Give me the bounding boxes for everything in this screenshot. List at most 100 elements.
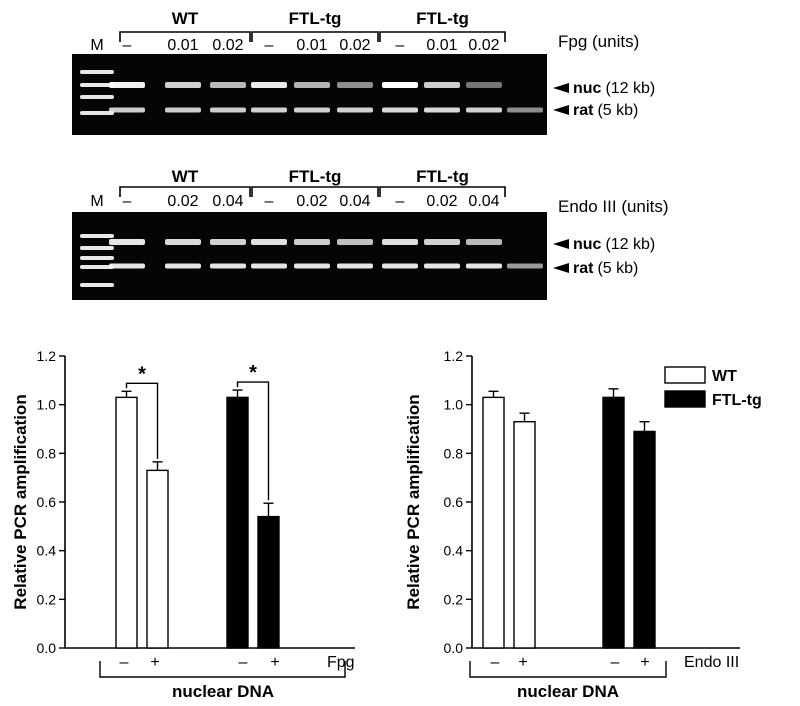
gel-nuc-band	[109, 82, 145, 88]
gel-rat-band	[294, 107, 330, 113]
gel-rat-band	[109, 263, 145, 269]
condition-group-bracket	[99, 661, 346, 678]
bar	[115, 396, 138, 649]
gel-ladder-band	[80, 265, 114, 269]
gel-rat-band	[507, 263, 543, 269]
gel-rat-band	[165, 107, 201, 113]
gel-image	[72, 212, 547, 300]
condition-label: +	[270, 654, 279, 671]
y-tick-label: 1.2	[37, 348, 57, 364]
gel-lane-label: 0.01	[167, 37, 198, 54]
gel-group-bracket	[379, 186, 506, 197]
bar	[257, 515, 280, 649]
gel-nuc-band	[165, 82, 201, 88]
gel-nuc-band	[337, 82, 373, 88]
gel-lane-label: 0.02	[212, 37, 243, 54]
band-name: nuc	[573, 236, 602, 253]
condition-label: +	[640, 654, 649, 671]
y-tick-label: 0.0	[444, 640, 464, 656]
band-name: rat	[573, 102, 594, 119]
gel-ladder-band	[80, 70, 114, 74]
band-arrow-icon	[553, 105, 569, 115]
gel-lane-label: –	[396, 193, 405, 210]
significance-star: *	[138, 363, 146, 385]
gel-lane-label: 0.01	[296, 37, 327, 54]
band-size: (12 kb)	[605, 236, 655, 253]
x-axis-title: nuclear DNA	[517, 682, 619, 701]
gel-lane-label: 0.02	[468, 37, 499, 54]
gel-lane-label: 0.04	[339, 193, 370, 210]
gel-image	[72, 54, 547, 135]
y-axis-label: Relative PCR amplification	[404, 394, 423, 609]
gel-rat-band	[109, 107, 145, 113]
gel-lane-label: –	[123, 193, 132, 210]
gel-lane-label: –	[265, 193, 274, 210]
x-axis-title: nuclear DNA	[172, 682, 274, 701]
gel-lane-label: –	[396, 37, 405, 54]
gel-rat-band	[382, 107, 418, 113]
gel-nuc-band	[466, 239, 502, 245]
bar	[482, 396, 505, 649]
bar	[602, 396, 625, 649]
gel-marker-label: M	[90, 193, 103, 210]
gel-treatment-label: Endo III (units)	[558, 197, 669, 216]
gel-group-label: FTL-tg	[289, 9, 342, 28]
gel-rat-band	[507, 107, 543, 113]
significance-bracket	[125, 382, 159, 459]
band-label: rat (5 kb)	[573, 260, 638, 277]
bar	[146, 469, 169, 649]
band-arrow-icon	[553, 83, 569, 93]
gel-rat-band	[294, 263, 330, 269]
gel-rat-band	[466, 263, 502, 269]
band-label: nuc (12 kb)	[573, 236, 655, 253]
gel-lane-label: –	[265, 37, 274, 54]
significance-star: *	[249, 362, 257, 384]
y-tick-label: 0.2	[37, 591, 57, 607]
gel-treatment-label: Fpg (units)	[558, 32, 639, 51]
gel-group-label: FTL-tg	[416, 9, 469, 28]
bar-chart-2: 0.0 0.2 0.4 0.6 0.8 1.0 1.2 Relative PCR amplif…	[404, 348, 740, 701]
band-name: rat	[573, 260, 594, 277]
gel-nuc-band	[466, 82, 502, 88]
band-arrow-icon	[553, 263, 569, 273]
gel-group-bracket	[251, 31, 379, 42]
gel-ladder-band	[80, 95, 114, 99]
gel-ladder-band	[80, 283, 114, 287]
legend-label: WT	[712, 368, 737, 385]
gel-ladder-band	[80, 246, 114, 250]
y-tick-label: 0.8	[37, 445, 57, 461]
y-tick-label: 0.4	[37, 543, 57, 559]
gel-rat-band	[466, 107, 502, 113]
y-axis-label: Relative PCR amplification	[11, 394, 30, 609]
gel-panel-1: WT FTL-tg FTL-tg M – 0.01 0.02 – 0.01 0.02 – 0.01 0.…	[72, 9, 655, 135]
treatment-label: Fpg	[327, 654, 355, 671]
gel-nuc-band	[337, 239, 373, 245]
gel-nuc-band	[251, 239, 287, 245]
y-tick-label: 0.6	[37, 494, 57, 510]
gel-lane-label: 0.04	[212, 193, 243, 210]
gel-group-label: WT	[172, 9, 199, 28]
condition-label: +	[518, 654, 527, 671]
gel-group-bracket	[119, 186, 251, 197]
gel-nuc-band	[424, 82, 460, 88]
gel-lane-label: 0.04	[468, 193, 499, 210]
gel-nuc-band	[251, 82, 287, 88]
gel-ladder-band	[80, 83, 114, 87]
legend-swatch	[664, 366, 706, 384]
significance-bracket	[236, 381, 270, 501]
gel-rat-band	[251, 107, 287, 113]
condition-label: –	[611, 654, 620, 671]
gel-rat-band	[424, 107, 460, 113]
gel-ladder-band	[80, 234, 114, 238]
gel-group-label: FTL-tg	[289, 167, 342, 186]
gel-rat-band	[424, 263, 460, 269]
gel-rat-band	[382, 263, 418, 269]
band-label: nuc (12 kb)	[573, 80, 655, 97]
y-tick-label: 0.4	[444, 543, 464, 559]
gel-nuc-band	[210, 239, 246, 245]
band-name: nuc	[573, 80, 602, 97]
gel-group-label: WT	[172, 167, 199, 186]
band-label: rat (5 kb)	[573, 102, 638, 119]
gel-lane-label: 0.02	[339, 37, 370, 54]
